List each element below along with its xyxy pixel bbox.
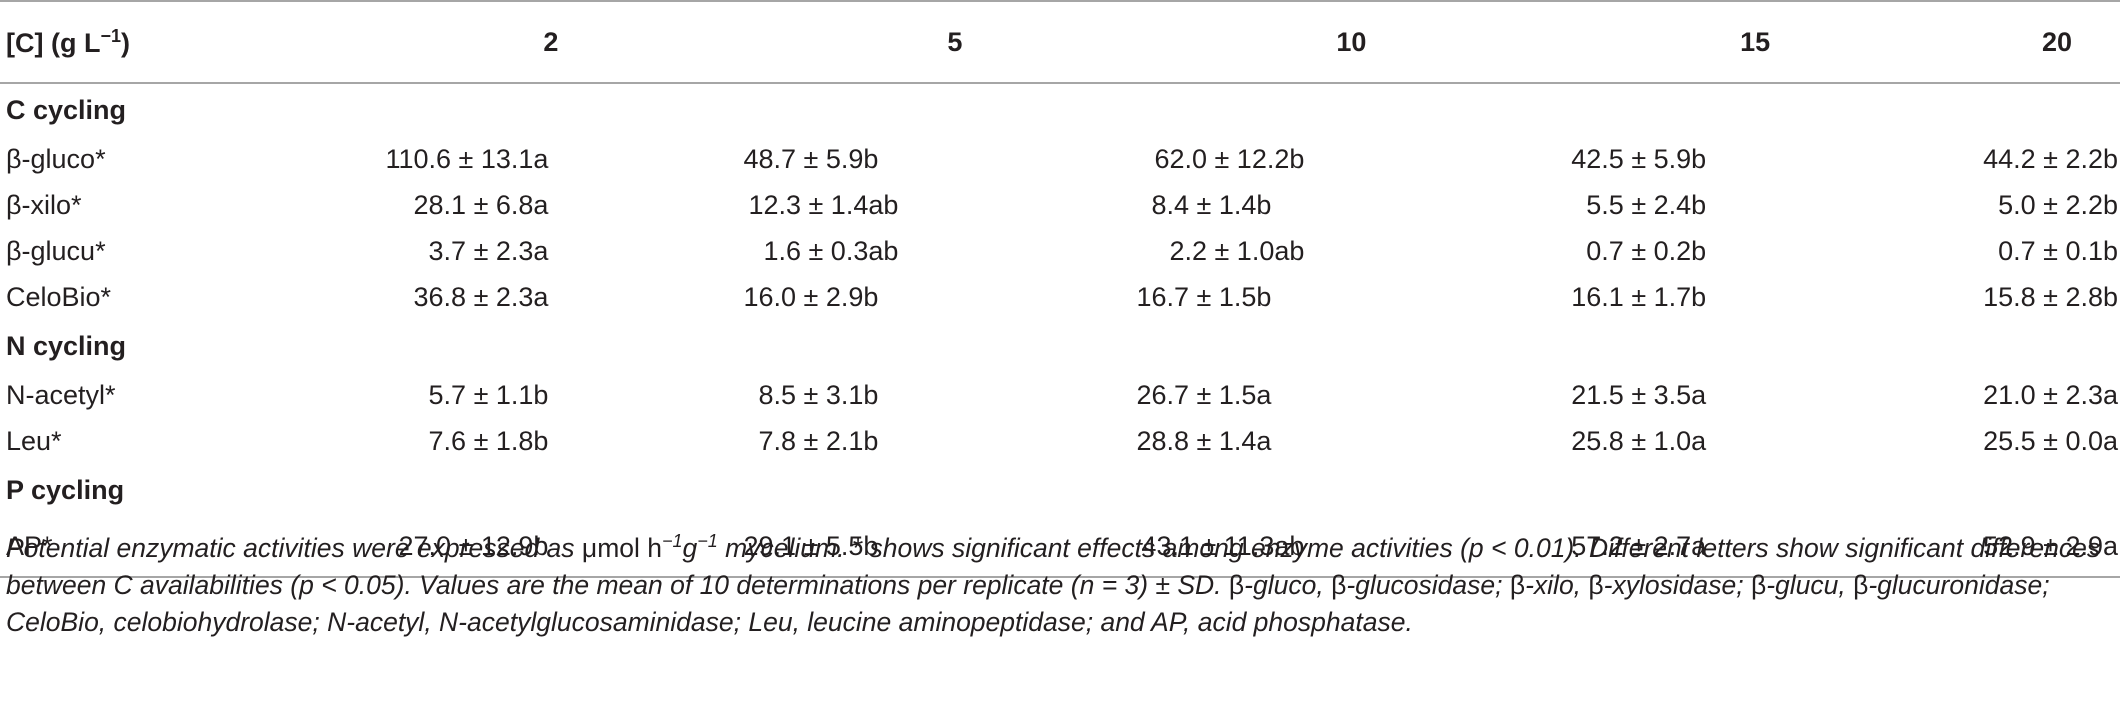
table-cell: 16.7 ± 1.5b [1136,281,1272,312]
row-label: CeloBio* [6,281,112,312]
table-cell: 3.7 ± 2.3a [428,235,549,266]
table-cell: 62.0 ± 12.2b [1154,143,1305,174]
enzyme-activity-table: [C] (g L−1) 2 5 10 15 20 C cycling β-glu… [0,0,2120,578]
table-cell: 0.7 ± 0.2b [1586,235,1707,266]
row-label: β-xilo* [6,189,82,220]
table-cell: 25.5 ± 0.0a [1983,425,2118,456]
row-label: Leu* [6,425,62,456]
row-label: β-gluco* [6,143,106,174]
table-cell: 16.0 ± 2.9b [743,281,879,312]
table-cell: 52.9 ± 2.9a [1770,516,2120,578]
table-footnote: Potential enzymatic activities were expr… [6,531,2101,637]
table-cell: 0.7 ± 0.1b [1998,235,2118,266]
table-cell: 2.2 ± 1.0ab [1169,235,1305,266]
table-cell: 5.5 ± 2.4b [1586,189,1707,220]
table-cell: 7.8 ± 2.1b [758,425,879,456]
table-cell: 27.0 ± 12.9b [240,516,559,578]
header-col-5: 5 [558,0,963,84]
table-cell: 7.6 ± 1.8b [428,425,549,456]
table-row: AP* 27.0 ± 12.9b 29.1 ± 5.5b 43.1 ± 11.3… [0,516,2120,578]
table-cell: 12.3 ± 1.4ab [748,189,899,220]
table-cell: 28.8 ± 1.4a [1136,425,1272,456]
table-cell: 21.0 ± 2.3a [1983,379,2118,410]
table-cell: 16.1 ± 1.7b [1571,281,1707,312]
table-cell: 29.1 ± 5.5b [558,516,963,578]
table-cell: 44.2 ± 2.2b [1983,143,2118,174]
table-cell: 42.5 ± 5.9b [1571,143,1707,174]
table-cell: 5.7 ± 1.1b [428,379,549,410]
table-row: N-acetyl* 5.7 ± 1.1b 8.5 ± 3.1b 26.7 ± 1… [0,372,2120,418]
table-row: Leu* 7.6 ± 1.8b 7.8 ± 2.1b 28.8 ± 1.4a 2… [0,418,2120,464]
header-concentration: [C] (g L−1) [0,0,241,84]
table-row: β-xilo* 28.1 ± 6.8a 12.3 ± 1.4ab 8.4 ± 1… [0,182,2120,228]
table-cell: 36.8 ± 2.3a [413,281,549,312]
table-cell: 15.8 ± 2.8b [1983,281,2118,312]
table-row: β-gluco* 110.6 ± 13.1a 48.7 ± 5.9b 62.0 … [0,136,2120,182]
row-label: AP* [0,516,241,578]
table-cell: 26.7 ± 1.5a [1136,379,1272,410]
section-row-n: N cycling [0,320,2120,372]
header-col-10: 10 [962,0,1367,84]
table-cell: 21.5 ± 3.5a [1571,379,1707,410]
table-body: C cycling β-gluco* 110.6 ± 13.1a 48.7 ± … [0,83,2120,578]
table-cell: 48.7 ± 5.9b [743,143,879,174]
table-cell: 57.2 ± 2.7a [1366,516,1771,578]
section-row-p: P cycling [0,464,2120,516]
table-cell: 28.1 ± 6.8a [413,189,549,220]
table-cell: 8.4 ± 1.4b [1151,189,1272,220]
section-title: C cycling [6,94,127,125]
header-col-2: 2 [240,0,559,84]
table-cell: 25.8 ± 1.0a [1571,425,1707,456]
header-col-15: 15 [1366,0,1771,84]
table-cell: 110.6 ± 13.1a [385,143,549,174]
row-label: β-glucu* [6,235,106,266]
table-cell: 8.5 ± 3.1b [758,379,879,410]
table-row: β-glucu* 3.7 ± 2.3a 1.6 ± 0.3ab 2.2 ± 1.… [0,228,2120,274]
header-row: [C] (g L−1) 2 5 10 15 20 [0,0,2120,84]
section-row-c: C cycling [0,83,2120,136]
table-cell: 1.6 ± 0.3ab [763,235,899,266]
section-title: N cycling [6,330,127,361]
table-cell: 5.0 ± 2.2b [1998,189,2118,220]
table-row: CeloBio* 36.8 ± 2.3a 16.0 ± 2.9b 16.7 ± … [0,274,2120,320]
row-label: N-acetyl* [6,379,116,410]
header-col-20: 20 [1770,0,2120,84]
section-title: P cycling [6,474,125,505]
table-cell: 43.1 ± 11.3ab [962,516,1367,578]
